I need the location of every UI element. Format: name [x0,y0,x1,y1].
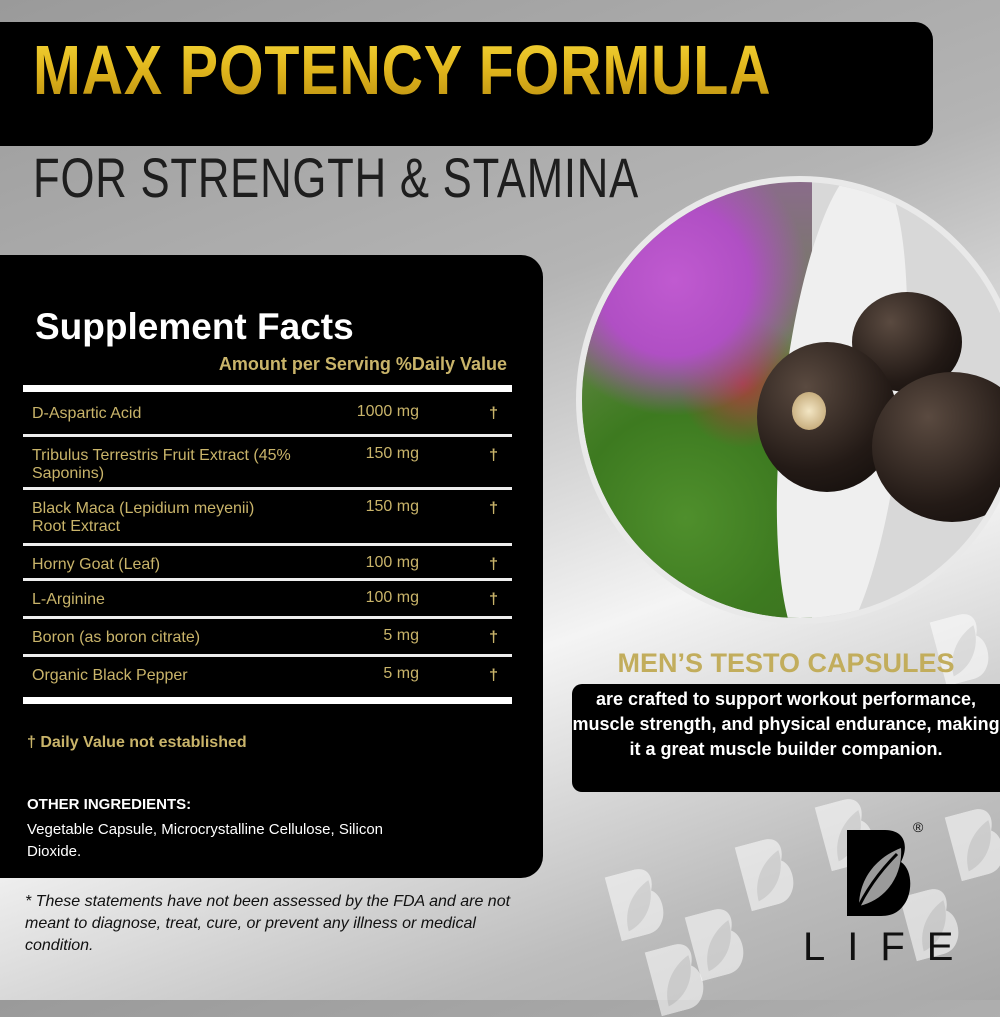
daily-value: † [489,447,498,464]
daily-value: † [489,556,498,573]
daily-value: † [489,629,498,646]
daily-value: † [489,500,498,517]
supplement-facts-panel [0,255,543,878]
facts-row: L-Arginine 100 mg † [23,581,512,619]
promo-heading: MEN’S TESTO CAPSULES [617,648,955,678]
daily-value: † [489,591,498,608]
page-title: MAX POTENCY FORMULA [33,31,772,109]
ingredient-photo [576,176,1000,624]
facts-row: Black Maca (Lepidium meyenii) Root Extra… [23,490,512,546]
ingredient-amount: 100 mg [365,554,419,571]
watermark-b-icon [899,889,959,962]
ingredient-name: Boron (as boron citrate) [32,629,201,646]
ingredient-name: Organic Black Pepper [32,667,188,684]
watermark-b-icon [929,614,989,687]
daily-value: † [489,405,498,422]
ingredient-name: Tribulus Terrestris Fruit Extract (45% S… [32,447,291,482]
title-banner [0,22,933,146]
facts-row: Organic Black Pepper 5 mg † [23,657,512,697]
daily-value: † [489,667,498,684]
divider-top [23,385,512,392]
watermark-b-icon [734,839,794,912]
ingredient-name: Black Maca (Lepidium meyenii) Root Extra… [32,500,255,535]
ingredient-name: Horny Goat (Leaf) [32,556,161,573]
ingredient-amount: 150 mg [365,445,419,462]
watermark-b-icon [684,909,744,982]
registered-mark: ® [913,819,924,835]
watermark-b-icon [604,869,664,942]
ingredient-amount: 5 mg [383,627,419,644]
ingredient-amount: 5 mg [383,665,419,682]
supplement-facts-title: Supplement Facts [35,306,354,347]
divider-bottom [23,697,512,704]
ingredient-amount: 100 mg [365,589,419,606]
facts-row: Tribulus Terrestris Fruit Extract (45% S… [23,437,512,490]
brand-name: LIFE [803,925,976,969]
facts-row: Horny Goat (Leaf) 100 mg † [23,546,512,581]
watermark-b-icon [944,809,1000,882]
daily-value-note: † Daily Value not established [27,734,247,751]
ingredient-amount: 1000 mg [356,403,419,420]
brand-logo-b-leaf-icon [847,830,911,916]
facts-row: Boron (as boron citrate) 5 mg † [23,619,512,657]
promo-text: are crafted to support workout performan… [572,684,1000,792]
facts-row: D-Aspartic Acid 1000 mg † [23,395,512,437]
column-headers: Amount per Serving %Daily Value [218,354,507,374]
other-ingredients-heading: OTHER INGREDIENTS: [27,796,192,813]
ingredient-amount: 150 mg [365,498,419,515]
page-subtitle: FOR STRENGTH & STAMINA [33,146,640,209]
watermark-b-icon [644,944,704,1017]
ingredient-name: L-Arginine [32,591,105,608]
ingredient-name: D-Aspartic Acid [32,405,142,422]
fda-disclaimer: * These statements have not been assesse… [25,893,511,954]
other-ingredients-text: Vegetable Capsule, Microcrystalline Cell… [27,821,384,860]
